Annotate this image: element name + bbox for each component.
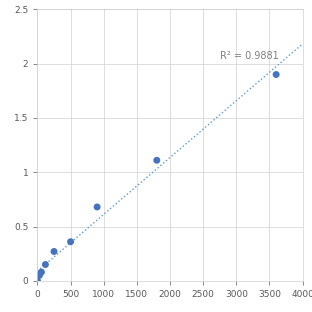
Point [274, 72, 279, 77]
Point [35, 278, 40, 283]
Point [154, 158, 159, 163]
Point [51, 249, 56, 254]
Point [37, 273, 42, 278]
Point [95, 204, 100, 209]
Point [68, 239, 73, 244]
Text: R² = 0.9881: R² = 0.9881 [220, 51, 279, 61]
Point [39, 270, 44, 275]
Point [43, 262, 48, 267]
